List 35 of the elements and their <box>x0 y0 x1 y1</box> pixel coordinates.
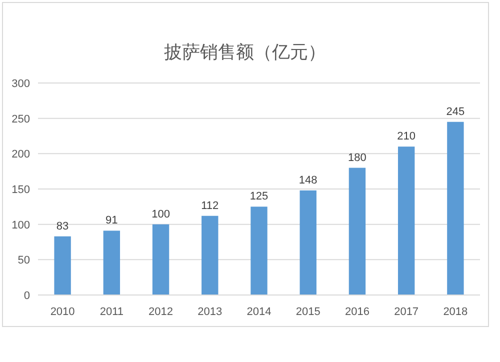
bar <box>54 236 71 295</box>
bar <box>103 230 120 295</box>
x-tick-label: 2012 <box>148 306 174 318</box>
data-label: 112 <box>201 200 219 212</box>
data-label: 100 <box>152 208 170 220</box>
data-label: 180 <box>348 152 366 164</box>
x-tick-label: 2014 <box>246 306 272 318</box>
bar <box>398 146 415 295</box>
chart-title: 披萨销售额（亿元） <box>164 42 326 62</box>
x-tick-label: 2011 <box>100 306 124 318</box>
data-label: 210 <box>397 130 416 143</box>
bar <box>300 190 316 295</box>
y-tick-label: 250 <box>12 113 30 126</box>
bar <box>152 224 170 295</box>
x-tick-label: 2010 <box>50 306 75 318</box>
data-label: 83 <box>56 220 69 232</box>
x-tick-label: 2018 <box>443 306 468 318</box>
data-label: 148 <box>298 174 318 186</box>
y-tick-label: 50 <box>18 254 30 267</box>
bar <box>250 206 268 295</box>
bar <box>348 168 366 295</box>
y-tick-label: 200 <box>12 148 30 161</box>
x-tick-label: 2017 <box>394 306 419 318</box>
data-label: 91 <box>106 214 118 227</box>
y-tick-label: 300 <box>12 78 30 90</box>
bar <box>202 216 218 295</box>
x-tick-label: 2016 <box>344 306 370 318</box>
bar <box>447 122 464 295</box>
x-tick-label: 2015 <box>296 306 320 318</box>
data-label: 125 <box>250 190 268 203</box>
data-label: 245 <box>446 106 465 118</box>
y-tick-label: 100 <box>12 219 30 232</box>
y-tick-label: 150 <box>12 184 30 196</box>
y-tick-label: 0 <box>24 290 30 302</box>
x-tick-label: 2013 <box>198 306 222 318</box>
